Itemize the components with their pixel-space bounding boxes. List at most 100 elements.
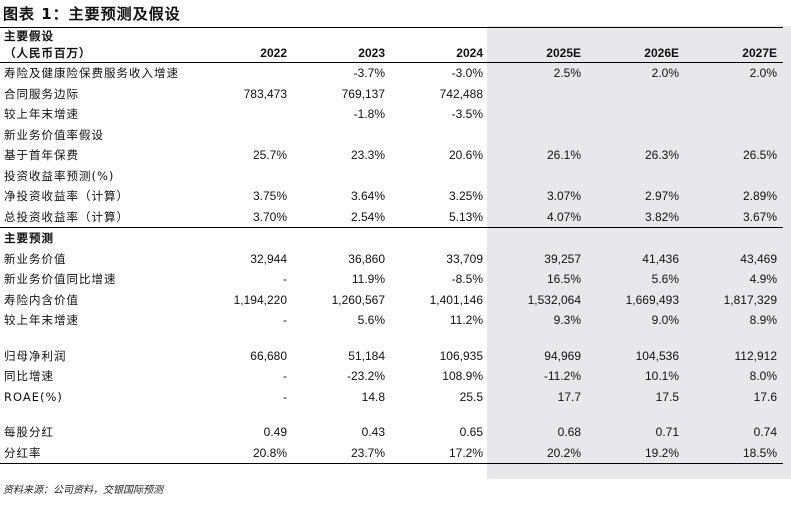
table-row: 合同服务边际 783,473 769,137 742,488 xyxy=(0,84,783,105)
figure-title: 图表 1：主要预测及假设 xyxy=(3,5,181,23)
year-header: 2022 xyxy=(195,45,293,63)
row-value xyxy=(587,84,685,105)
row-value: 25.7% xyxy=(252,148,287,162)
row-value: 1,532,064 xyxy=(527,292,581,307)
row-value xyxy=(587,166,685,187)
row-value: -3.5% xyxy=(451,107,483,121)
row-value: 104,536 xyxy=(635,348,679,363)
row-value: 8.0% xyxy=(749,369,777,383)
forecast-columns-shading xyxy=(487,26,791,479)
row-value: 112,912 xyxy=(734,348,778,363)
row-label: 归母净利润 xyxy=(4,348,67,363)
row-value: - xyxy=(283,389,287,404)
row-value: 2.0% xyxy=(749,66,777,80)
row-value: 43,469 xyxy=(740,251,777,266)
row-label: 合同服务边际 xyxy=(4,86,79,101)
row-value: 20.6% xyxy=(448,148,483,162)
table-row: 新业务价值 32,944 36,860 33,709 39,257 41,436 43,46… xyxy=(0,249,783,270)
forecast-table-body: 主要假设 （人民币百万） 2022 2023 2024 2025E 2026E … xyxy=(0,27,783,464)
header-row-years: （人民币百万） 2022 2023 2024 2025E 2026E 2027E xyxy=(0,45,783,63)
row-value: 1,401,146 xyxy=(429,292,483,307)
table-row: 寿险及健康险保费服务收入增速 -3.7% -3.0% 2.5% 2.0% 2.0% xyxy=(0,63,783,84)
row-value: 0.65 xyxy=(459,425,483,439)
row-value xyxy=(195,63,293,84)
row-value: 2.54% xyxy=(350,209,385,224)
row-value: 51,184 xyxy=(348,348,385,363)
source-note: 资料来源：公司资料，交银国际预测 xyxy=(3,485,163,496)
row-value xyxy=(195,166,293,187)
year-header: 2023 xyxy=(293,45,391,63)
row-value: 5.6% xyxy=(357,313,385,327)
table-row: 每股分红 0.49 0.43 0.65 0.68 0.71 0.74 xyxy=(0,422,783,443)
spacer-row xyxy=(0,331,783,346)
row-value xyxy=(293,125,391,146)
row-value: 20.8% xyxy=(195,442,293,464)
row-value: 4.07% xyxy=(546,209,581,224)
row-value: 3.82% xyxy=(644,209,679,224)
row-value: 26.5% xyxy=(742,148,777,162)
row-value: 33,709 xyxy=(446,251,483,266)
row-value: 10.1% xyxy=(644,369,679,383)
row-value: -3.7% xyxy=(353,66,385,80)
row-label: 投资收益率预测(%) xyxy=(4,168,115,183)
header-row: 主要假设 xyxy=(0,27,783,45)
row-value: 41,436 xyxy=(642,251,679,266)
row-value: 25.5 xyxy=(459,389,483,404)
table-row: 较上年末增速 - 5.6% 11.2% 9.3% 9.0% 8.9% xyxy=(0,310,783,331)
row-value: 14.8 xyxy=(361,389,385,404)
row-value: 106,935 xyxy=(439,348,483,363)
row-label: 分红率 xyxy=(0,442,195,464)
row-label: 新业务价值率假设 xyxy=(4,127,104,142)
row-value xyxy=(489,104,587,125)
row-value: -8.5% xyxy=(451,272,483,286)
spacer-row xyxy=(0,407,783,422)
row-value: 4.9% xyxy=(749,272,777,286)
row-value: 16.5% xyxy=(546,272,581,286)
row-label: 新业务价值 xyxy=(4,251,67,266)
row-value xyxy=(391,125,489,146)
year-header: 2024 xyxy=(391,45,489,63)
row-label: 总投资收益率（计算） xyxy=(4,209,129,224)
row-value: 17.7 xyxy=(557,389,581,404)
table-row: 新业务价值率假设 xyxy=(0,125,783,146)
section-header-row: 主要预测 xyxy=(0,227,783,249)
row-value: 742,488 xyxy=(439,86,483,101)
row-value: - xyxy=(283,313,287,327)
row-value: 0.49 xyxy=(263,425,287,439)
row-value: 66,680 xyxy=(250,348,287,363)
row-value: 108.9% xyxy=(442,369,483,383)
row-value: - xyxy=(283,369,287,383)
row-value: 1,260,567 xyxy=(331,292,385,307)
row-value: 2.0% xyxy=(651,66,679,80)
row-value: 3.67% xyxy=(742,209,777,224)
row-value: 2.97% xyxy=(644,189,679,203)
row-value: -1.8% xyxy=(353,107,385,121)
row-value xyxy=(195,125,293,146)
row-value: 2.5% xyxy=(553,66,581,80)
row-value xyxy=(685,125,783,146)
section-label: 主要预测 xyxy=(0,227,195,249)
row-value: 1,669,493 xyxy=(625,292,679,307)
table-row: 归母净利润 66,680 51,184 106,935 94,969 104,536 112… xyxy=(0,346,783,367)
row-label: 每股分红 xyxy=(4,425,54,439)
row-value xyxy=(587,104,685,125)
row-label: 较上年末增速 xyxy=(4,313,79,327)
row-label: 基于首年保费 xyxy=(4,148,79,162)
year-header: 2025E xyxy=(489,45,587,63)
table-row: 较上年末增速 -1.8% -3.5% xyxy=(0,104,783,125)
row-value: 0.71 xyxy=(655,425,679,439)
row-value: 20.2% xyxy=(489,442,587,464)
year-header: 2026E xyxy=(587,45,685,63)
row-value: 5.6% xyxy=(651,272,679,286)
table-row: ROAE(%) - 14.8 25.5 17.7 17.5 17.6 xyxy=(0,387,783,408)
row-label: 新业务价值同比增速 xyxy=(4,272,117,286)
table-row: 基于首年保费 25.7% 23.3% 20.6% 26.1% 26.3% 26.5% xyxy=(0,145,783,166)
row-value: 9.3% xyxy=(553,313,581,327)
table-row: 总投资收益率（计算） 3.70% 2.54% 5.13% 4.07% 3.82% 3.67% xyxy=(0,207,783,228)
row-value xyxy=(293,166,391,187)
row-value xyxy=(685,166,783,187)
row-value: 0.68 xyxy=(557,425,581,439)
row-value: 2.89% xyxy=(742,189,777,203)
row-value xyxy=(685,104,783,125)
row-value: 26.1% xyxy=(546,148,581,162)
